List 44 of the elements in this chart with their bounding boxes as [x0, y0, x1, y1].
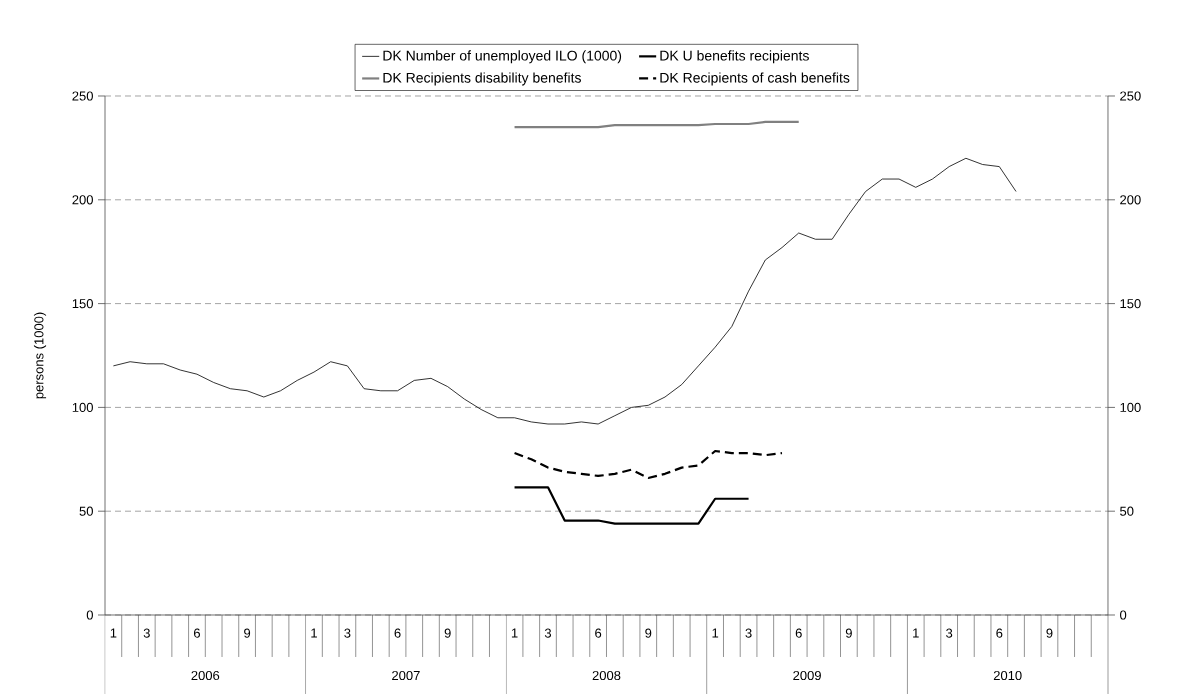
y2-tick-label: 250 — [1120, 91, 1141, 101]
x-tick-label: 6 — [394, 628, 401, 638]
x-tick-label: 3 — [143, 628, 150, 638]
x-tick-label: 9 — [244, 628, 251, 638]
text: 2009 — [793, 670, 821, 680]
y2-tick-label: 200 — [1120, 195, 1141, 205]
y-tick-label: 200 — [72, 195, 93, 205]
x-tick-label: 1 — [712, 628, 719, 638]
x-tick-label: 3 — [544, 628, 552, 638]
x-tick-label: 6 — [996, 628, 1003, 638]
legend-label: DK Recipients of cash benefits — [660, 72, 850, 86]
x-tick-label: 1 — [511, 628, 518, 638]
x-tick-label: 9 — [845, 628, 852, 638]
x-tick-label: 1 — [311, 628, 317, 638]
text: 2007 — [392, 670, 420, 680]
legend-label: DK Recipients disability benefits — [383, 72, 581, 86]
y-tick-label: 150 — [72, 298, 93, 309]
x-tick-label: 3 — [745, 628, 752, 638]
text: 2008 — [592, 670, 621, 680]
line-series — [112, 157, 1017, 425]
y-axis-title: persons (1000) — [33, 312, 47, 399]
y2-tick-label: 150 — [1120, 298, 1141, 309]
y-tick-label: 50 — [79, 506, 93, 516]
text: 2010 — [993, 670, 1022, 680]
x-tick-label: 1 — [110, 628, 117, 638]
x-tick-label: 6 — [193, 628, 200, 638]
y-tick-label: 100 — [72, 402, 93, 412]
x-tick-label: 3 — [344, 628, 351, 638]
text: 2006 — [191, 670, 220, 680]
y2-tick-label: 50 — [1120, 506, 1134, 516]
x-tick-label: 9 — [1046, 628, 1053, 638]
y-tick-label: 0 — [86, 610, 93, 620]
x-tick-label: 6 — [595, 628, 602, 638]
y2-tick-label: 0 — [1120, 610, 1127, 620]
legend-label: DK Number of unemployed ILO (1000) — [383, 50, 622, 64]
y2-tick-label: 100 — [1120, 402, 1141, 412]
x-tick-label: 1 — [913, 628, 919, 638]
line-series — [513, 449, 784, 479]
x-tick-label: 9 — [444, 628, 451, 638]
x-tick-label: 6 — [795, 628, 802, 638]
y-tick-label: 250 — [72, 91, 93, 101]
x-tick-label: 3 — [946, 628, 953, 638]
x-tick-label: 9 — [645, 628, 652, 638]
legend-label: DK U benefits recipients — [660, 50, 809, 64]
